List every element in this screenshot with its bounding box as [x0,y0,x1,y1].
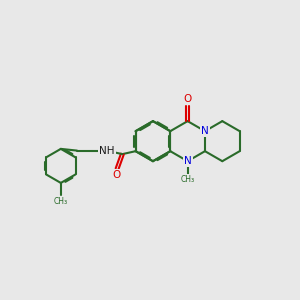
Text: NH: NH [99,146,115,156]
Text: CH₃: CH₃ [54,197,68,206]
Text: N: N [184,156,191,166]
Text: CH₃: CH₃ [181,175,195,184]
Text: O: O [112,170,121,180]
Text: N: N [201,126,209,136]
Text: O: O [184,94,192,104]
